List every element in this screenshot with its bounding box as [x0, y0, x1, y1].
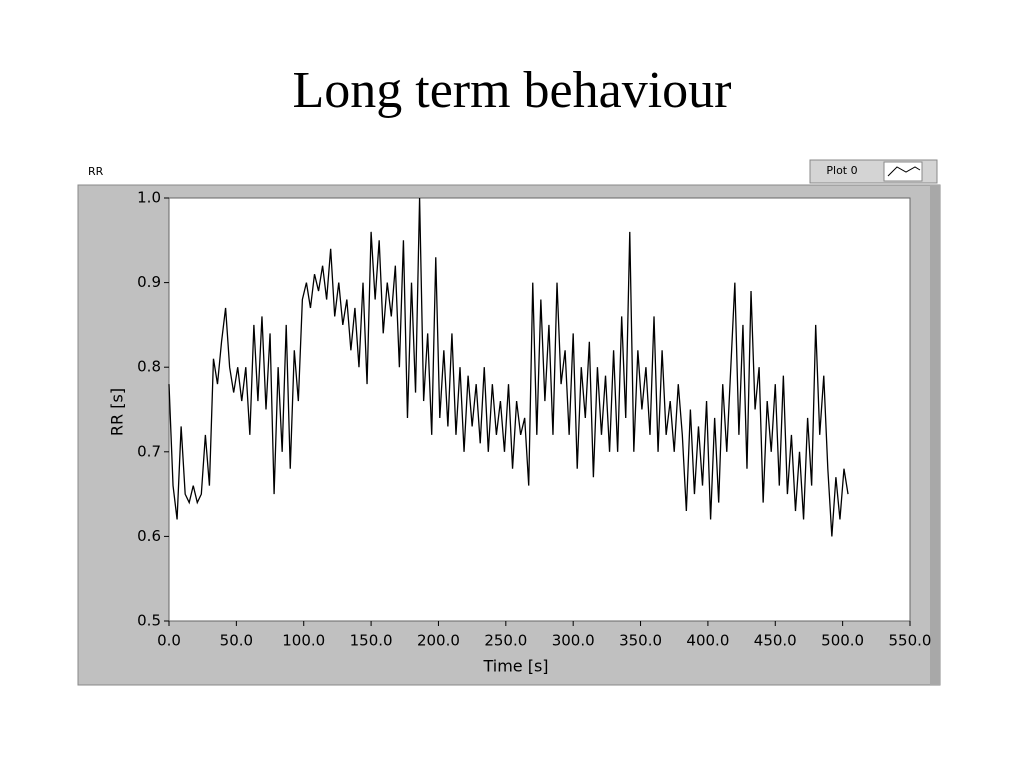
x-tick-label: 250.0	[484, 632, 527, 650]
legend-swatch	[887, 166, 921, 177]
y-tick-label: 0.8	[137, 358, 161, 376]
y-tick-label: 0.9	[137, 273, 161, 291]
chart-title: RR	[88, 165, 104, 178]
x-tick-label: 0.0	[157, 632, 181, 650]
x-tick-label: 150.0	[350, 632, 393, 650]
x-tick-label: 450.0	[754, 632, 797, 650]
y-tick-label: 1.0	[137, 189, 161, 207]
x-tick-label: 350.0	[619, 632, 662, 650]
panel-edge	[930, 185, 940, 685]
x-axis-label: Time [s]	[482, 657, 548, 676]
y-axis-label: RR [s]	[108, 388, 127, 436]
legend-label: Plot 0	[826, 164, 857, 177]
x-tick-label: 550.0	[889, 632, 932, 650]
slide-title: Long term behaviour	[293, 62, 732, 119]
y-tick-label: 0.6	[137, 527, 161, 545]
legend-swatch-box	[883, 161, 923, 182]
x-tick-label: 300.0	[552, 632, 595, 650]
series-line	[168, 197, 849, 537]
y-tick-label: 0.5	[137, 612, 161, 630]
x-tick-label: 400.0	[686, 632, 729, 650]
x-tick-label: 200.0	[417, 632, 460, 650]
x-tick-label: 50.0	[220, 632, 253, 650]
x-tick-label: 500.0	[821, 632, 864, 650]
x-tick-label: 100.0	[282, 632, 325, 650]
y-tick-label: 0.7	[137, 442, 161, 460]
